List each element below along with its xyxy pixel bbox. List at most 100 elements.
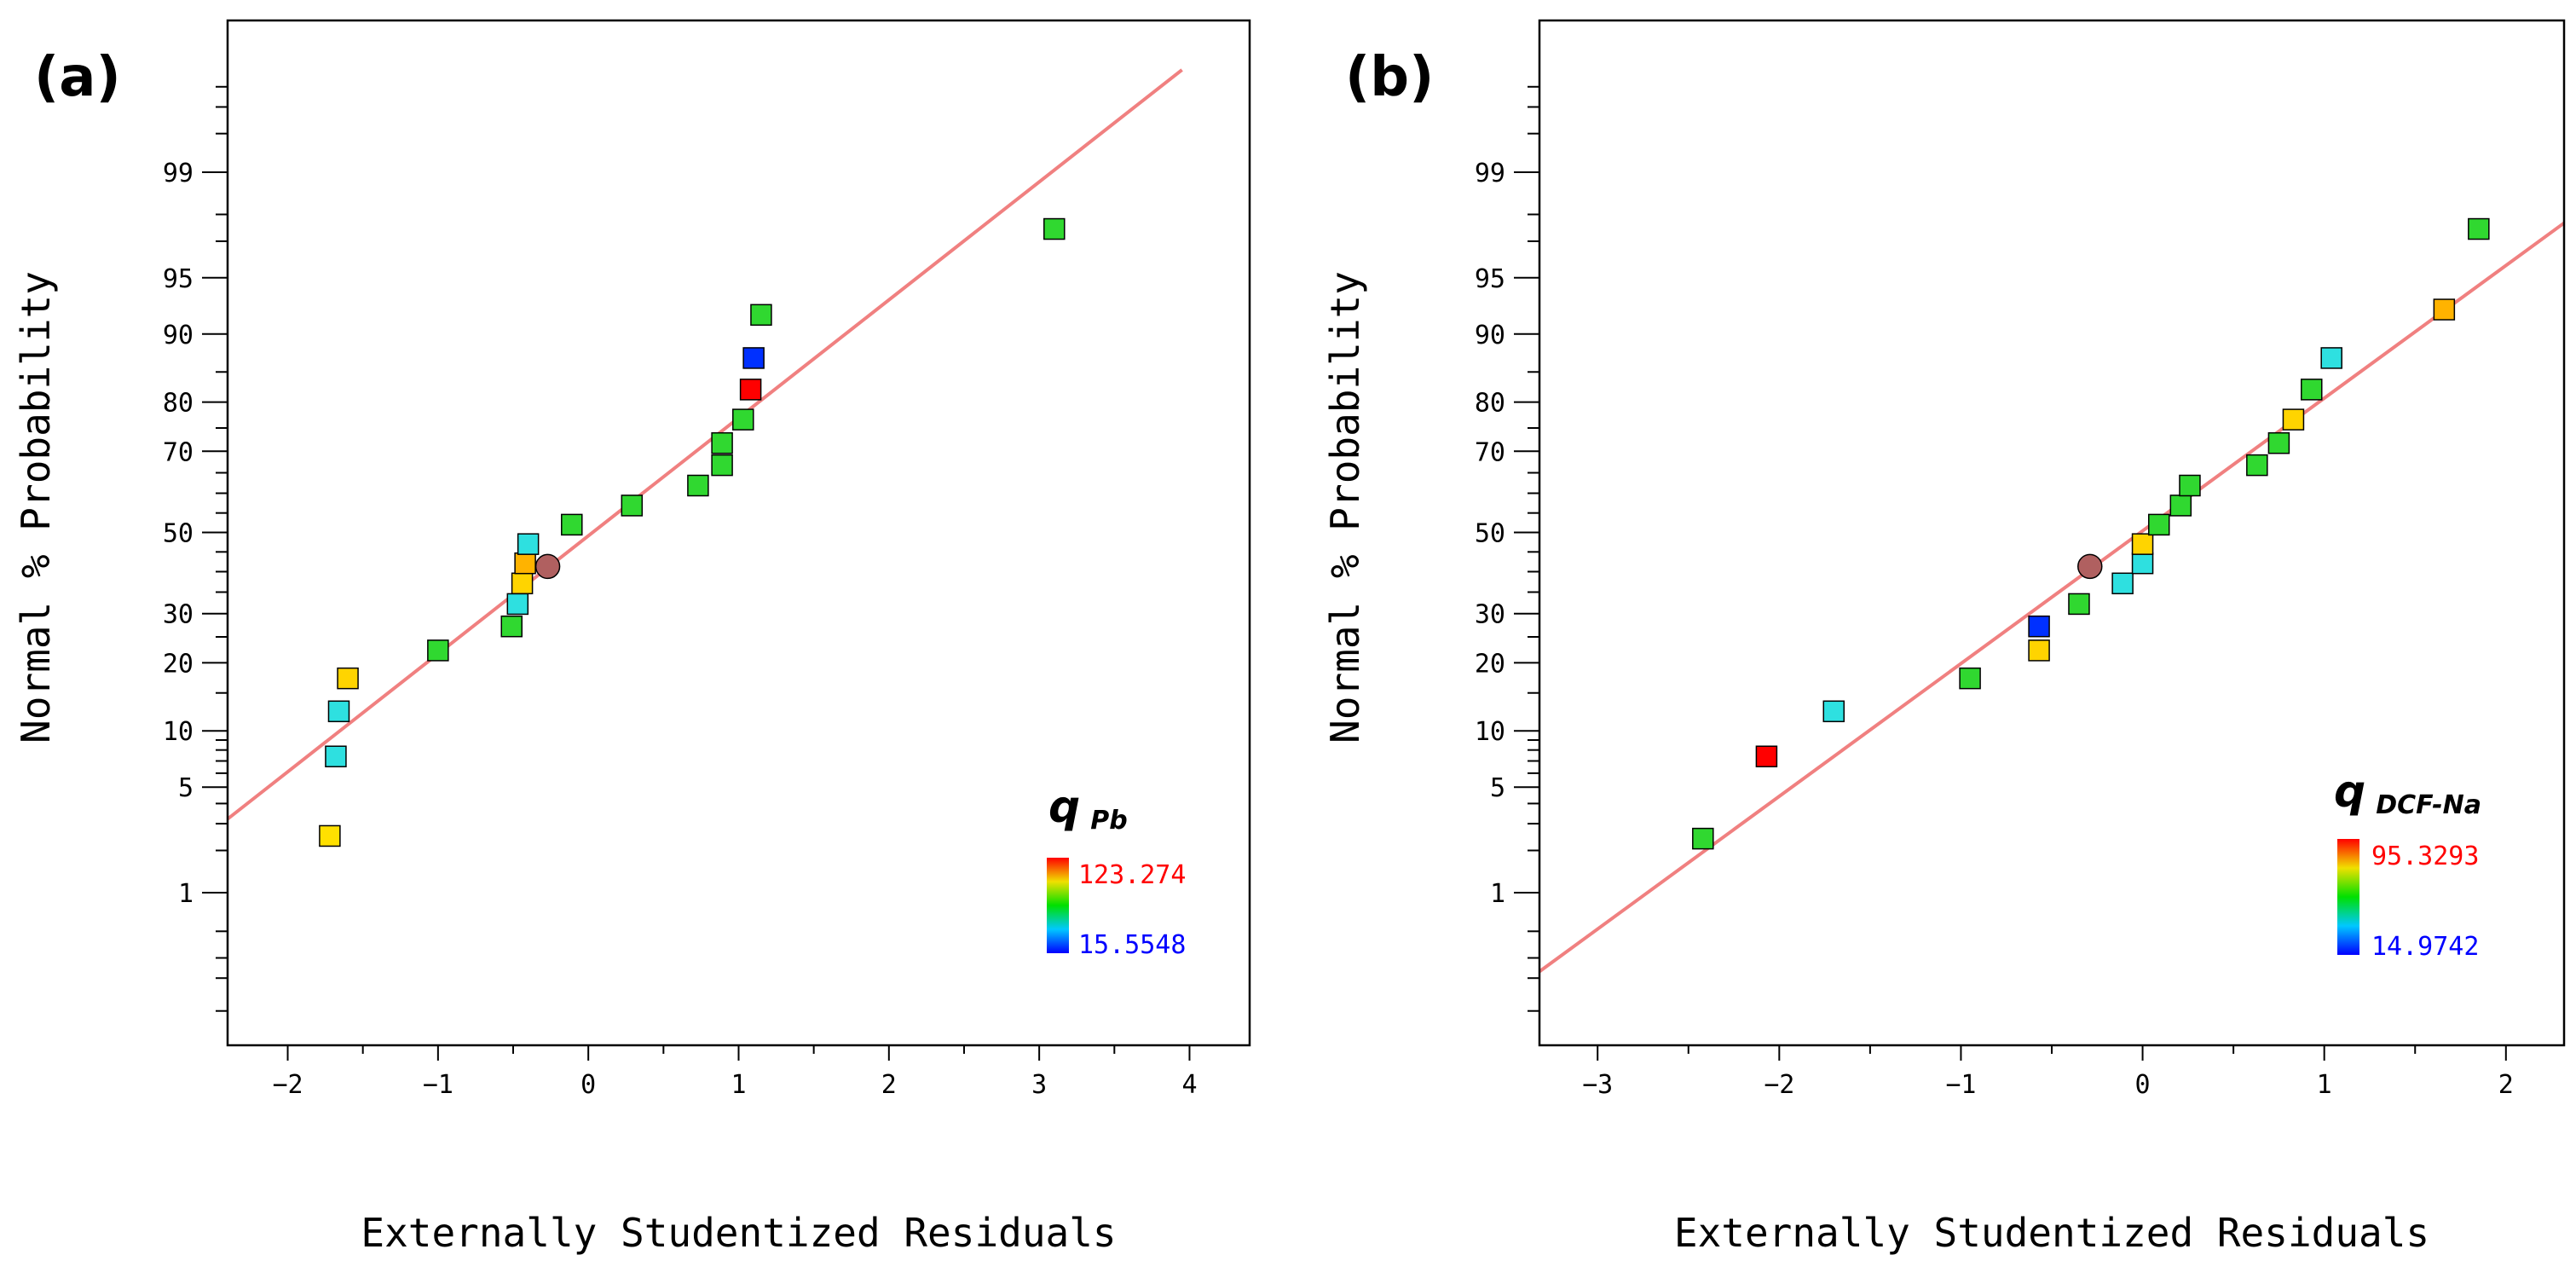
panel-label: (b) bbox=[1345, 46, 1434, 109]
y-tick-label: 99 bbox=[163, 159, 193, 188]
x-tick-label: 1 bbox=[731, 1070, 746, 1100]
y-tick-label: 5 bbox=[1490, 773, 1505, 803]
data-point bbox=[500, 615, 523, 638]
x-tick-label: 2 bbox=[2498, 1070, 2514, 1100]
y-tick-label: 95 bbox=[1475, 264, 1505, 294]
data-point bbox=[506, 593, 529, 616]
data-point bbox=[2282, 408, 2305, 431]
legend-title: q DCF-Na bbox=[2334, 766, 2481, 820]
data-point bbox=[325, 745, 347, 767]
y-axis-title: Normal % Probability bbox=[13, 271, 59, 743]
y-tick-label: 50 bbox=[163, 519, 193, 549]
data-point bbox=[621, 495, 644, 517]
data-point-center bbox=[2077, 553, 2103, 580]
x-axis-title: Externally Studentized Residuals bbox=[1674, 1210, 2429, 1256]
data-point bbox=[337, 667, 359, 690]
data-point bbox=[2320, 347, 2342, 369]
data-point bbox=[750, 304, 772, 327]
data-point bbox=[739, 379, 762, 401]
y-tick-label: 90 bbox=[163, 321, 193, 350]
legend-subscript: Pb bbox=[1090, 806, 1127, 836]
y-tick-label: 20 bbox=[1475, 649, 1505, 679]
data-point bbox=[2468, 217, 2490, 240]
data-point bbox=[2169, 495, 2192, 517]
data-point bbox=[711, 431, 733, 454]
x-tick-label: −1 bbox=[1945, 1070, 1976, 1100]
data-point bbox=[2131, 552, 2154, 575]
legend-title: q Pb bbox=[1048, 782, 1128, 836]
panel-a: (a) 1 5 10 20 30 50 70 80 90 95 99 −2 −1 0 1 2 3 4 External… bbox=[13, 19, 1251, 1256]
legend-colorbar bbox=[2337, 839, 2359, 955]
data-point bbox=[732, 408, 754, 431]
y-tick-label: 1 bbox=[178, 879, 193, 909]
x-tick-label: −1 bbox=[423, 1070, 453, 1100]
fit-line bbox=[228, 68, 1183, 821]
data-point bbox=[327, 700, 350, 723]
data-point bbox=[561, 513, 583, 536]
data-point bbox=[2433, 298, 2456, 321]
y-tick-label: 80 bbox=[1475, 389, 1505, 419]
x-tick-label: 1 bbox=[2317, 1070, 2332, 1100]
y-tick-label: 20 bbox=[163, 649, 193, 679]
y-tick-label: 30 bbox=[163, 600, 193, 630]
plot-frame bbox=[226, 19, 1251, 1047]
y-tick-label: 80 bbox=[163, 389, 193, 419]
data-point bbox=[2111, 572, 2134, 595]
data-point bbox=[2147, 513, 2170, 536]
x-tick-label: −2 bbox=[272, 1070, 303, 1100]
x-tick-label: 3 bbox=[1031, 1070, 1047, 1100]
data-point bbox=[427, 639, 449, 662]
data-point bbox=[1692, 827, 1714, 850]
legend-subscript: DCF bbox=[2376, 790, 2434, 820]
legend-max-label: 95.3293 bbox=[2371, 842, 2479, 871]
data-point bbox=[2246, 454, 2268, 477]
y-tick-label: 30 bbox=[1475, 600, 1505, 630]
panel-b: (b) 1 5 10 20 30 50 70 80 90 95 99 −3 −2 −1 0 1 2 External… bbox=[1322, 19, 2566, 1256]
x-tick-label: −3 bbox=[1582, 1070, 1613, 1100]
y-tick-label: 5 bbox=[178, 773, 193, 803]
data-point bbox=[711, 454, 733, 477]
data-point bbox=[2068, 593, 2090, 616]
data-point bbox=[2028, 615, 2050, 638]
data-point bbox=[514, 552, 536, 575]
y-tick-label: 10 bbox=[163, 717, 193, 747]
data-point bbox=[2301, 379, 2323, 401]
data-point bbox=[1822, 700, 1845, 723]
data-point bbox=[2028, 639, 2050, 662]
y-tick-label: 70 bbox=[163, 437, 193, 467]
panel-label: (a) bbox=[34, 46, 121, 109]
data-point bbox=[319, 824, 341, 847]
legend-colorbar bbox=[1047, 858, 1069, 953]
y-tick-label: 99 bbox=[1475, 159, 1505, 188]
x-tick-label: 4 bbox=[1181, 1070, 1197, 1100]
legend-max-label: 123.274 bbox=[1078, 860, 1186, 890]
x-tick-label: 0 bbox=[580, 1070, 596, 1100]
data-point bbox=[742, 347, 765, 369]
data-point bbox=[1959, 667, 1981, 690]
y-tick-label: 90 bbox=[1475, 321, 1505, 350]
y-axis-title: Normal % Probability bbox=[1322, 271, 1368, 743]
legend-min-label: 15.5548 bbox=[1078, 930, 1186, 960]
y-tick-label: 50 bbox=[1475, 519, 1505, 549]
data-point bbox=[2131, 533, 2154, 555]
y-tick-label: 1 bbox=[1490, 879, 1505, 909]
data-point bbox=[2179, 474, 2201, 497]
legend-subscript-suffix: -Na bbox=[2432, 790, 2481, 820]
data-point bbox=[1043, 217, 1066, 240]
x-axis-title: Externally Studentized Residuals bbox=[361, 1210, 1116, 1256]
data-point bbox=[517, 533, 540, 555]
data-point-center bbox=[534, 553, 561, 580]
x-tick-label: −2 bbox=[1764, 1070, 1794, 1100]
y-tick-label: 95 bbox=[163, 264, 193, 294]
x-tick-label: 2 bbox=[881, 1070, 897, 1100]
data-point bbox=[511, 572, 534, 595]
y-tick-label: 10 bbox=[1475, 717, 1505, 747]
x-tick-label: 0 bbox=[2135, 1070, 2151, 1100]
legend-min-label: 14.9742 bbox=[2371, 932, 2479, 962]
data-point bbox=[687, 474, 709, 497]
data-point bbox=[1755, 745, 1778, 767]
y-tick-label: 70 bbox=[1475, 437, 1505, 467]
plot-frame bbox=[1538, 19, 2566, 1047]
data-point bbox=[2267, 431, 2290, 454]
